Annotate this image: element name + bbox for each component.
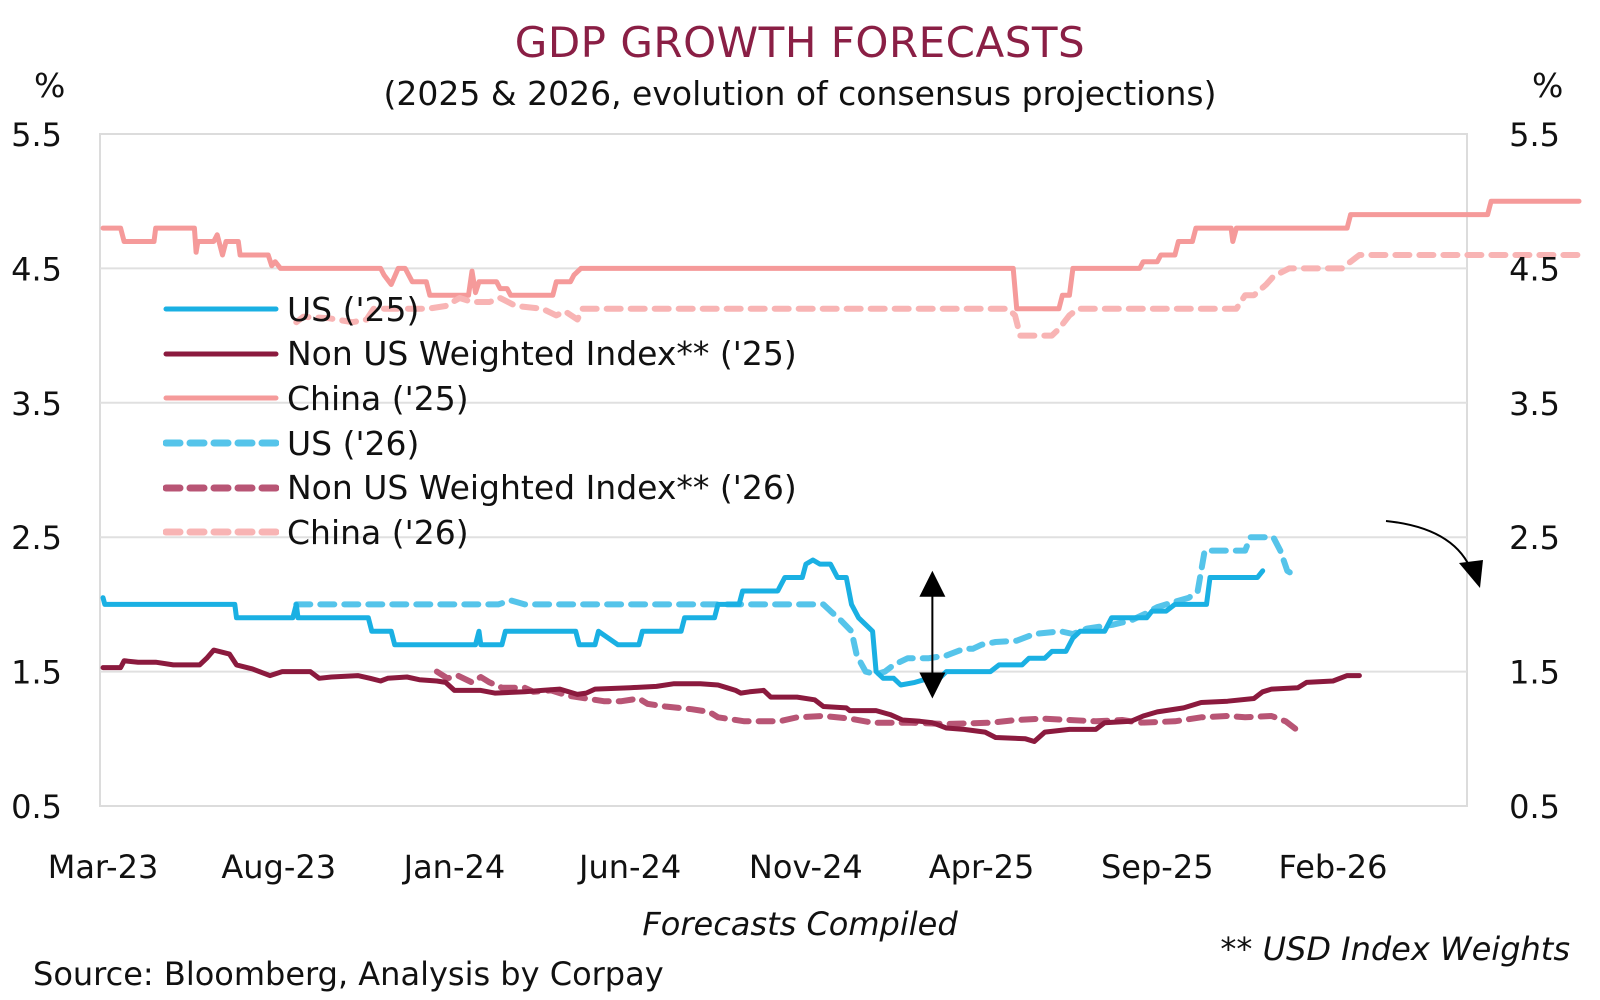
series-line-1 [100,647,1362,744]
legend-item: Non US Weighted Index** ('26) [163,465,797,510]
y-tick-right: 0.5 [1509,788,1560,826]
gap-arrow-down-head [919,672,946,699]
legend-label: China ('26) [287,512,469,552]
series-line-5 [293,252,1582,339]
downturn-arrow-curve [1385,520,1473,573]
chart-title: GDP GROWTH FORECASTS [514,18,1086,67]
legend-swatch [163,484,279,492]
x-tick: Aug-23 [221,848,336,886]
legend-item: China ('26) [163,510,797,555]
footnote: ** USD Index Weights [1220,930,1570,968]
y-tick-right: 5.5 [1509,116,1560,154]
series-line-4 [433,668,1301,734]
downturn-arrow-head [1459,560,1483,588]
axis-ticks: 0.5 0.5 1.5 1.5 2.5 2.5 3.5 3.5 4.5 4.5 5.5 5.5 Mar-… [11,116,1560,886]
y-tick-left: 1.5 [11,654,62,692]
y-axis-right-unit: % [1532,66,1564,105]
x-tick: Jun-24 [577,848,681,886]
series-lines [100,198,1582,744]
x-tick: Sep-25 [1101,848,1214,886]
annotations [919,520,1483,699]
x-tick: Mar-23 [48,848,159,886]
y-tick-right: 1.5 [1509,654,1560,692]
legend-item: US ('25) [163,287,797,332]
y-tick-left: 4.5 [11,250,62,288]
y-tick-left: 0.5 [11,788,62,826]
y-tick-right: 2.5 [1509,519,1560,557]
legend-label: Non US Weighted Index** ('26) [287,468,797,508]
legend-label: Non US Weighted Index** ('25) [287,334,797,374]
legend-item: China ('25) [163,376,797,421]
x-tick: Nov-24 [749,848,863,886]
legend-swatch [163,351,279,357]
legend-item: US ('26) [163,421,797,466]
series-line-2 [100,198,1582,312]
series-line-3 [293,534,1301,678]
legend-swatch [163,528,279,536]
y-tick-left: 5.5 [11,116,62,154]
legend-swatch [163,306,279,312]
y-tick-left: 2.5 [11,519,62,557]
legend-item: Non US Weighted Index** ('25) [163,332,797,377]
chart-subtitle: (2025 & 2026, evolution of consensus pro… [383,74,1217,113]
y-tick-right: 3.5 [1509,385,1560,423]
legend-label: China ('25) [287,378,469,418]
legend-label: US ('26) [287,423,420,463]
x-tick: Apr-25 [929,848,1035,886]
y-tick-left: 3.5 [11,385,62,423]
gap-arrow-up-head [919,570,946,597]
x-tick: Jan-24 [402,848,506,886]
x-axis-label: Forecasts Compiled [642,905,958,943]
x-tick: Feb-26 [1279,848,1388,886]
series-line-0 [100,557,1266,688]
y-axis-left-unit: % [34,66,66,105]
plot-frame [99,133,1468,807]
legend-label: US ('25) [287,289,420,329]
source-note: Source: Bloomberg, Analysis by Corpay [33,955,664,993]
legend-swatch [163,439,279,447]
y-tick-right: 4.5 [1509,250,1560,288]
legend: US ('25) Non US Weighted Index** ('25) Chi… [163,287,797,555]
legend-swatch [163,395,279,401]
